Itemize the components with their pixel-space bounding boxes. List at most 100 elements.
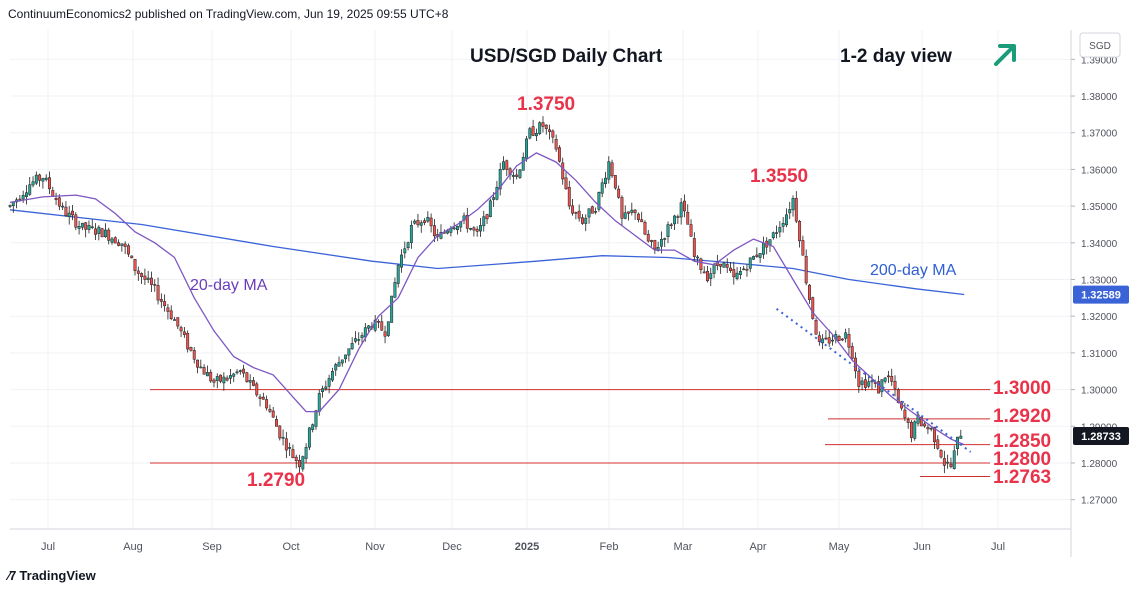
candle-body: [340, 359, 344, 364]
candle-body: [541, 122, 545, 127]
candle-body: [883, 377, 887, 382]
candle-body: [498, 169, 502, 190]
candle-body: [446, 230, 450, 234]
candle-body: [110, 238, 114, 243]
candle-body: [620, 197, 624, 219]
chart-title: USD/SGD Daily Chart: [470, 46, 663, 67]
level-label: 1.2920: [993, 406, 1051, 427]
y-tick-label: 1.36000: [1081, 165, 1118, 176]
candle-body: [163, 301, 167, 307]
candle-body: [354, 338, 357, 342]
candle: [696, 255, 700, 266]
candle: [146, 270, 150, 284]
candle: [334, 362, 338, 376]
candle-body: [564, 177, 568, 190]
candle: [271, 407, 275, 418]
candle-body: [548, 129, 552, 132]
candle: [676, 214, 680, 224]
candle: [360, 332, 364, 345]
candle: [90, 219, 94, 230]
candle: [597, 191, 601, 212]
candle: [25, 185, 28, 205]
candle-body: [298, 460, 301, 468]
candle: [590, 205, 594, 214]
candle: [416, 213, 420, 228]
candle: [808, 283, 811, 304]
candle-body: [860, 380, 864, 385]
candle: [196, 359, 199, 374]
candle: [252, 376, 255, 387]
candle-body: [653, 239, 657, 250]
candle: [288, 442, 292, 456]
candle: [265, 395, 269, 411]
candle-body: [222, 376, 226, 384]
candle: [686, 204, 690, 225]
candle-body: [485, 214, 489, 220]
candle: [281, 429, 285, 446]
candle: [798, 219, 802, 248]
candle-body: [827, 337, 831, 344]
candle-body: [373, 319, 377, 331]
price-badge-box: [1073, 427, 1129, 446]
candle: [41, 177, 45, 189]
candle-body: [712, 264, 716, 274]
candle: [189, 346, 193, 352]
candle-body: [679, 202, 683, 218]
candle-body: [686, 211, 690, 225]
candle-body: [150, 277, 153, 285]
candle-body: [761, 242, 765, 255]
candle: [916, 411, 920, 427]
candle: [791, 195, 795, 217]
candle-body: [28, 184, 32, 195]
candle: [732, 261, 736, 285]
candle-body: [238, 370, 242, 372]
candle-body: [258, 396, 262, 399]
candle-body: [120, 243, 124, 246]
candle-body: [722, 262, 726, 268]
candle-body: [650, 240, 653, 242]
candle: [455, 225, 459, 235]
footer-brand[interactable]: ⁄7 TradingView: [8, 568, 96, 583]
candle-body: [31, 181, 35, 186]
candle-body: [321, 388, 325, 392]
candle-body: [107, 229, 111, 241]
candle-body: [123, 243, 127, 247]
candle-body: [334, 364, 338, 371]
candle-body: [926, 426, 930, 430]
candle-body: [347, 348, 351, 356]
candle: [120, 243, 124, 252]
candle: [699, 257, 703, 274]
candle-body: [604, 177, 607, 185]
candle: [113, 236, 117, 244]
candle-body: [100, 228, 104, 238]
candle: [143, 268, 147, 285]
candle-body: [706, 271, 709, 282]
candle: [409, 220, 413, 249]
candle-body: [271, 410, 275, 418]
candle: [245, 371, 249, 383]
candle: [74, 212, 78, 231]
candle: [561, 157, 565, 185]
candle-body: [939, 450, 943, 458]
candle-body: [317, 393, 321, 412]
candle-body: [288, 447, 292, 449]
candle-body: [324, 386, 328, 390]
candle: [419, 220, 423, 233]
candle-body: [136, 270, 140, 274]
candle-body: [600, 182, 604, 194]
candle-body: [475, 228, 479, 232]
candle: [354, 331, 357, 344]
candle-body: [344, 354, 348, 360]
candle-body: [54, 198, 58, 200]
candle: [80, 222, 84, 231]
currency-box[interactable]: [1079, 32, 1121, 58]
candle-body: [929, 427, 933, 430]
candle: [173, 317, 176, 321]
candle-body: [702, 271, 706, 274]
candle: [893, 375, 897, 397]
x-tick-label: Aug: [123, 541, 143, 553]
candle-body: [126, 245, 130, 255]
candle-body: [502, 161, 505, 170]
candle-body: [735, 272, 739, 279]
